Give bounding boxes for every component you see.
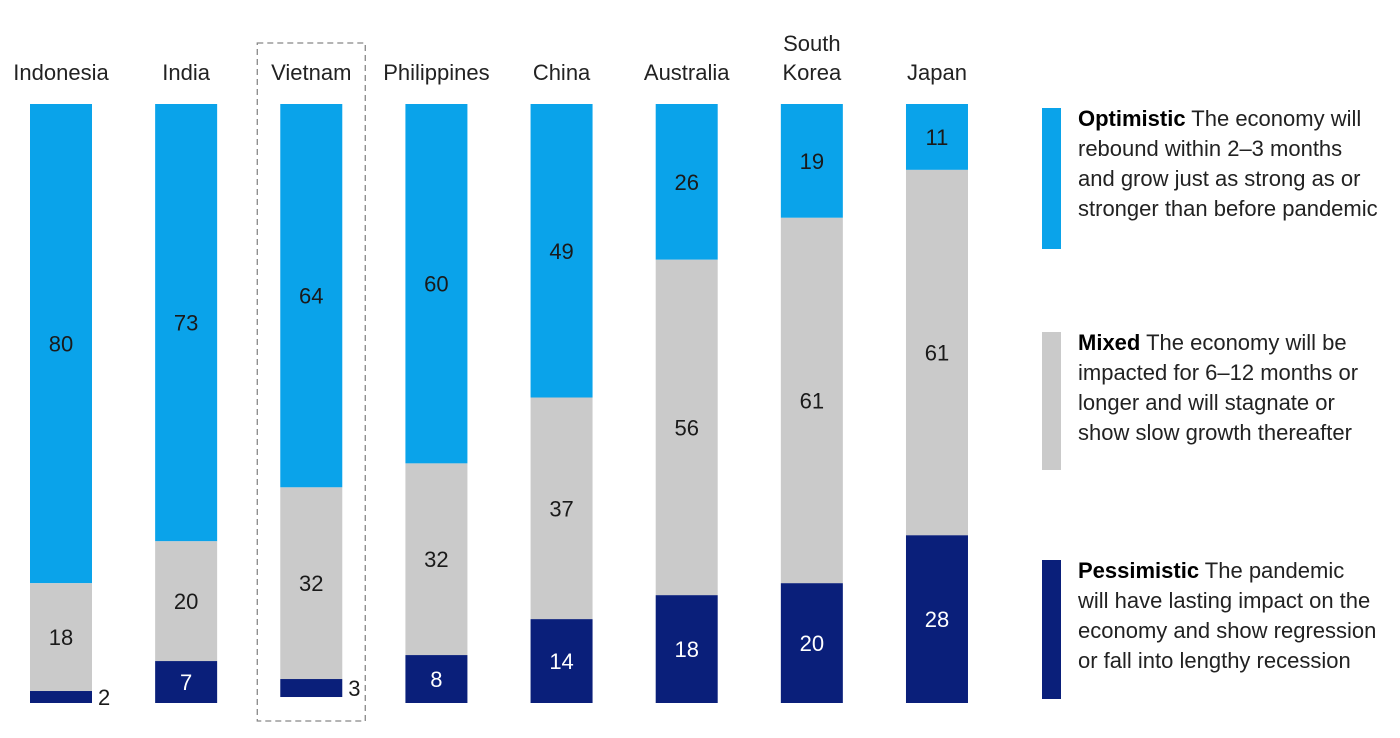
bar-vietnam-mixed [280,487,343,680]
value-label-south-korea-pessimistic: 20 [800,631,824,656]
bar-china-optimistic [530,104,593,398]
bar-philippines-pessimistic [405,655,468,703]
value-label-philippines-pessimistic: 8 [430,667,442,692]
value-label-philippines-mixed: 32 [424,547,448,572]
legend-desc-optimistic: The economy will rebound within 2–3 mont… [1078,106,1378,221]
bar-india-pessimistic [155,661,218,703]
value-label-india-mixed: 20 [174,589,198,614]
bar-south-korea-mixed [780,217,843,584]
bar-india-mixed [155,541,218,662]
legend-text-pessimistic: Pessimistic The pandemic will have lasti… [1078,556,1378,676]
category-label-south-korea-line1: South [783,31,841,56]
value-label-indonesia-pessimistic: 2 [98,685,110,710]
bar-indonesia-pessimistic [30,691,92,703]
value-label-japan-mixed: 61 [925,341,949,366]
legend-desc-pessimistic: The pandemic will have lasting impact on… [1078,558,1377,673]
legend-title-pessimistic: Pessimistic [1078,558,1200,583]
bar-indonesia-optimistic [30,104,92,584]
bar-australia-pessimistic [655,595,718,703]
value-label-philippines-optimistic: 60 [424,272,448,297]
value-label-china-optimistic: 49 [549,239,573,264]
legend-title-optimistic: Optimistic [1078,106,1186,131]
value-label-australia-mixed: 56 [674,415,698,440]
category-label-south-korea-line2: Korea [782,60,841,85]
chart-plot: Indonesia 80 18 2 India 73 20 7 Vietnam 64 32 3 Phil… [13,31,968,722]
value-label-china-mixed: 37 [549,496,573,521]
bar-philippines-mixed [405,463,468,656]
bar-australia-optimistic [655,104,718,260]
category-label-china: China [533,60,591,85]
bar-china-pessimistic [530,619,593,703]
bar-japan-mixed [905,169,968,536]
value-label-indonesia-mixed: 18 [49,625,73,650]
value-label-vietnam-optimistic: 64 [299,284,323,309]
value-label-south-korea-optimistic: 19 [800,149,824,174]
legend-text-optimistic: Optimistic The economy will rebound with… [1078,104,1378,224]
bar-south-korea-pessimistic [780,583,843,703]
value-label-vietnam-mixed: 32 [299,571,323,596]
category-label-australia: Australia [644,60,730,85]
bar-japan-optimistic [905,104,968,170]
bar-vietnam-pessimistic [280,679,343,698]
value-label-south-korea-mixed: 61 [800,389,824,414]
value-label-india-pessimistic: 7 [180,670,192,695]
bar-philippines-optimistic [405,104,468,464]
category-label-india: India [162,60,210,85]
value-label-japan-pessimistic: 28 [925,607,949,632]
value-label-japan-optimistic: 11 [926,125,949,150]
value-label-australia-optimistic: 26 [674,170,698,195]
bar-indonesia-mixed [30,583,92,692]
value-label-australia-pessimistic: 18 [674,637,698,662]
bar-japan-pessimistic [905,535,968,703]
legend-swatch-pessimistic [1042,560,1061,699]
bar-australia-mixed [655,259,718,596]
legend-title-mixed: Mixed [1078,330,1141,355]
highlight-box-vietnam [256,42,366,722]
legend-swatch-optimistic [1042,108,1061,249]
bar-vietnam-optimistic [280,104,343,488]
category-label-philippines: Philippines [383,60,489,85]
category-label-vietnam: Vietnam [271,60,351,85]
value-label-india-optimistic: 73 [174,311,198,336]
category-label-indonesia: Indonesia [13,60,109,85]
value-label-vietnam-pessimistic: 3 [348,676,360,701]
legend-text-mixed: Mixed The economy will be impacted for 6… [1078,328,1378,448]
legend-swatch-mixed [1042,332,1061,470]
bar-china-mixed [530,397,593,620]
value-label-indonesia-optimistic: 80 [49,332,73,357]
category-label-japan: Japan [907,60,967,85]
legend-desc-mixed: The economy will be impacted for 6–12 mo… [1078,330,1359,445]
value-label-china-pessimistic: 14 [549,649,573,674]
bar-south-korea-optimistic [780,104,843,218]
bar-india-optimistic [155,104,218,542]
